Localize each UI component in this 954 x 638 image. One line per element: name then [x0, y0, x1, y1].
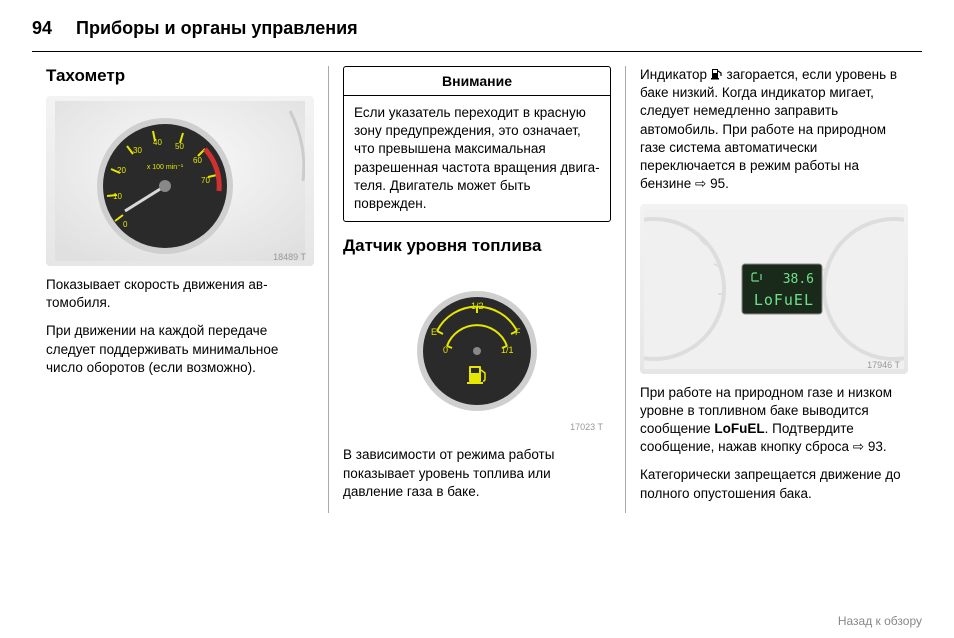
- svg-text:1/1: 1/1: [501, 345, 514, 355]
- lofuel-display-icon: 38.6 LoFuEL: [644, 209, 904, 369]
- header-divider: [32, 51, 922, 52]
- back-to-overview-link[interactable]: Назад к обзору: [838, 614, 922, 628]
- column-2: Внимание Если указатель переходит в крас…: [328, 66, 625, 513]
- page-header: 94 Приборы и органы управления: [32, 18, 922, 39]
- tach-p2: При движении на каждой передаче следует …: [46, 322, 314, 377]
- ref-93: 93.: [868, 439, 887, 454]
- svg-text:E: E: [431, 327, 437, 337]
- column-1: Тахометр: [32, 66, 328, 513]
- lofuel-image-caption: 17946 T: [867, 360, 900, 370]
- ref-arrow-icon: ⇨: [695, 176, 710, 191]
- lofuel-word: LoFuEL: [714, 421, 764, 436]
- svg-text:70: 70: [201, 176, 210, 185]
- lofuel-display-image: 38.6 LoFuEL 17946 T: [640, 204, 908, 374]
- indicator-text-pre: Индикатор: [640, 67, 711, 82]
- svg-text:0: 0: [123, 220, 128, 229]
- tach-p1: Показывает скорость движения ав­томобиля…: [46, 276, 314, 312]
- tachometer-gauge-icon: 0 10 20 30 40 50 60 70 x 100 min⁻¹: [55, 101, 305, 261]
- svg-text:40: 40: [153, 138, 162, 147]
- svg-text:20: 20: [117, 166, 126, 175]
- fuel-heading: Датчик уровня топлива: [343, 236, 611, 256]
- ref-95: 95.: [710, 176, 729, 191]
- svg-text:x 100 min⁻¹: x 100 min⁻¹: [147, 164, 184, 171]
- svg-text:38.6: 38.6: [783, 272, 814, 287]
- fuel-gauge-icon: E 1/2 F 0 1/1: [397, 271, 557, 431]
- fuel-pump-icon: [711, 68, 723, 80]
- fuel-gauge-image: E 1/2 F 0 1/1: [343, 266, 611, 436]
- fuel-image-caption: 17023 T: [570, 422, 603, 432]
- page-number: 94: [32, 18, 52, 39]
- indicator-paragraph: Индикатор загорается, если уро­вень в ба…: [640, 66, 908, 194]
- tach-image-caption: 18489 T: [273, 252, 306, 262]
- svg-text:60: 60: [193, 156, 202, 165]
- tachometer-heading: Тахометр: [46, 66, 314, 86]
- tachometer-image: 0 10 20 30 40 50 60 70 x 100 min⁻¹ 18489…: [46, 96, 314, 266]
- svg-text:30: 30: [133, 146, 142, 155]
- ref-arrow-icon-2: ⇨: [853, 439, 868, 454]
- column-3: Индикатор загорается, если уро­вень в ба…: [625, 66, 922, 513]
- content-columns: Тахометр: [32, 66, 922, 513]
- indicator-text-post: загорается, если уро­вень в баке низкий.…: [640, 67, 897, 191]
- warning-title: Внимание: [344, 67, 610, 96]
- warning-body: Если указатель переходит в красную зону …: [344, 96, 610, 221]
- lofuel-paragraph: При работе на природном газе и низком ур…: [640, 384, 908, 457]
- svg-text:50: 50: [175, 142, 184, 151]
- warning-box: Внимание Если указатель переходит в крас…: [343, 66, 611, 222]
- svg-text:LoFuEL: LoFuEL: [754, 291, 814, 309]
- svg-text:10: 10: [113, 192, 122, 201]
- fuel-p1: В зависимости от режима работы показывае…: [343, 446, 611, 501]
- prohibition-paragraph: Категорически запрещается дви­жение до п…: [640, 466, 908, 502]
- page-title: Приборы и органы управления: [76, 18, 358, 39]
